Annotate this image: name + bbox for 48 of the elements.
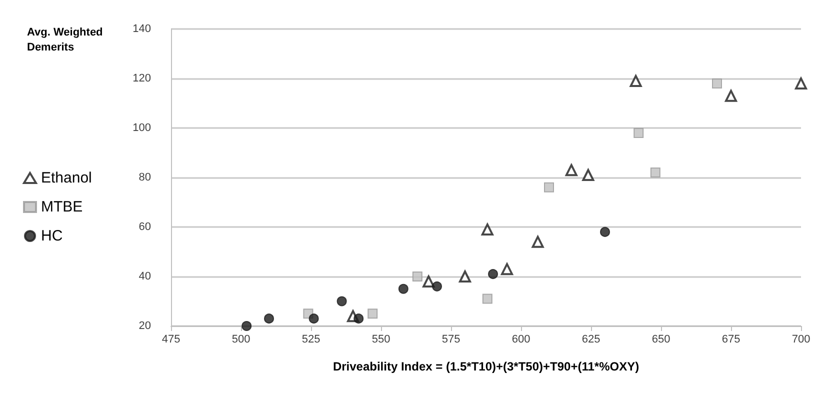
point: [565, 164, 578, 176]
x-tick-label: 700: [792, 334, 810, 346]
y-tick-label: 120: [132, 72, 151, 84]
point: [481, 223, 494, 236]
x-tick-label: 525: [302, 334, 320, 346]
point: [488, 269, 498, 280]
x-tick-label: 625: [582, 334, 600, 346]
y-tick-label: 40: [138, 270, 151, 282]
point: [422, 275, 435, 288]
y-tick-label: 60: [138, 221, 151, 233]
point: [308, 314, 319, 324]
point: [532, 236, 544, 248]
y-tick-label: 100: [132, 122, 151, 134]
x-tick-label: 675: [722, 334, 740, 346]
point: [501, 263, 513, 276]
legend-label: MTBE: [41, 198, 83, 216]
point: [432, 281, 442, 292]
point: [482, 294, 492, 304]
point: [354, 314, 364, 324]
y-tick-label: 140: [132, 23, 151, 35]
point: [712, 78, 722, 88]
x-tick-label: 600: [512, 334, 530, 346]
point: [398, 284, 408, 294]
x-axis-title: Driveability Index = (1.5*T10)+(3*T50)+T90+(11*%OXY): [332, 360, 640, 374]
point: [264, 314, 274, 324]
point: [795, 77, 807, 90]
point: [600, 226, 610, 237]
x-tick-label: 650: [652, 334, 670, 346]
point: [459, 270, 471, 282]
y-axis-title: Avg. Weighted Demerits: [27, 26, 106, 54]
point: [634, 128, 644, 138]
point: [368, 308, 378, 319]
point: [242, 321, 252, 331]
y-tick-label: 80: [138, 172, 151, 184]
point: [630, 74, 642, 87]
x-tick-label: 475: [162, 334, 180, 346]
point: [412, 272, 422, 282]
y-tick-label: 20: [138, 320, 151, 332]
point: [544, 182, 554, 192]
point: [336, 296, 347, 306]
point: [650, 168, 660, 178]
legend-label: HC: [41, 228, 63, 244]
x-tick-label: 575: [442, 334, 460, 346]
x-tick-label: 500: [232, 334, 250, 346]
legend-label: Ethanol: [41, 170, 92, 186]
point: [725, 90, 737, 102]
x-tick-label: 550: [372, 334, 390, 346]
point: [582, 169, 594, 182]
